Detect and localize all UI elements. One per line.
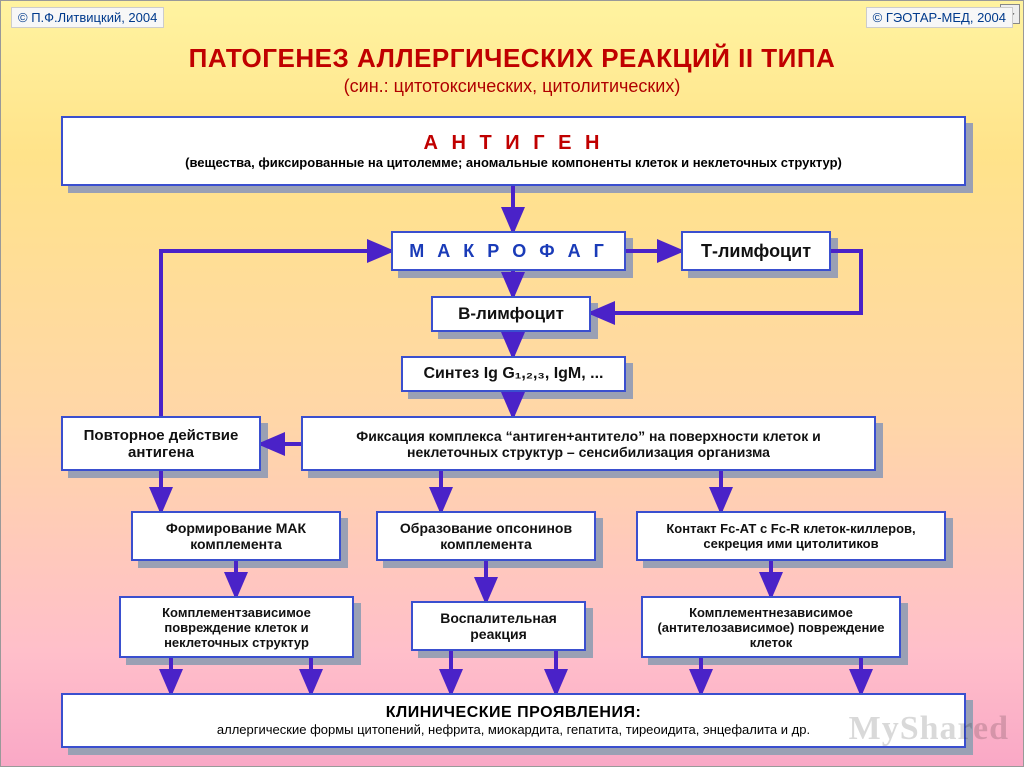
node-blymph: В-лимфоцит: [431, 296, 591, 332]
watermark: MyShared: [849, 710, 1009, 748]
node-opson: Образование опсонинов комплемента: [376, 511, 596, 561]
copyright-right: © ГЭОТАР-МЕД, 2004: [866, 7, 1013, 28]
node-compl_ind: Комплементнезависимое (антителозависимое…: [641, 596, 901, 658]
node-repeat: Повторное действие антигена: [61, 416, 261, 471]
node-compl_dep: Комплементзависимое повреждение клеток и…: [119, 596, 354, 658]
title-sub: (син.: цитотоксических, цитолитических): [1, 76, 1023, 97]
node-tlymph: Т-лимфоцит: [681, 231, 831, 271]
node-fcat: Контакт Fc-АТ с Fc-R клеток-киллеров, се…: [636, 511, 946, 561]
node-macrophage: М А К Р О Ф А Г: [391, 231, 626, 271]
title-block: ПАТОГЕНЕЗ АЛЛЕРГИЧЕСКИХ РЕАКЦИЙ II ТИПА …: [1, 43, 1023, 97]
node-clinical: КЛИНИЧЕСКИЕ ПРОЯВЛЕНИЯ:аллергические фор…: [61, 693, 966, 748]
node-inflam: Воспалительная реакция: [411, 601, 586, 651]
node-mak: Формирование МАК комплемента: [131, 511, 341, 561]
node-synth: Синтез Ig G₁,₂,₃, IgM, ...: [401, 356, 626, 392]
title-main: ПАТОГЕНЕЗ АЛЛЕРГИЧЕСКИХ РЕАКЦИЙ II ТИПА: [1, 43, 1023, 74]
node-antigen: А Н Т И Г Е Н(вещества, фиксированные на…: [61, 116, 966, 186]
node-fixation: Фиксация комплекса “антиген+антитело” на…: [301, 416, 876, 471]
copyright-left: © П.Ф.Литвицкий, 2004: [11, 7, 164, 28]
diagram-canvas: ▶ © П.Ф.Литвицкий, 2004 © ГЭОТАР-МЕД, 20…: [0, 0, 1024, 767]
